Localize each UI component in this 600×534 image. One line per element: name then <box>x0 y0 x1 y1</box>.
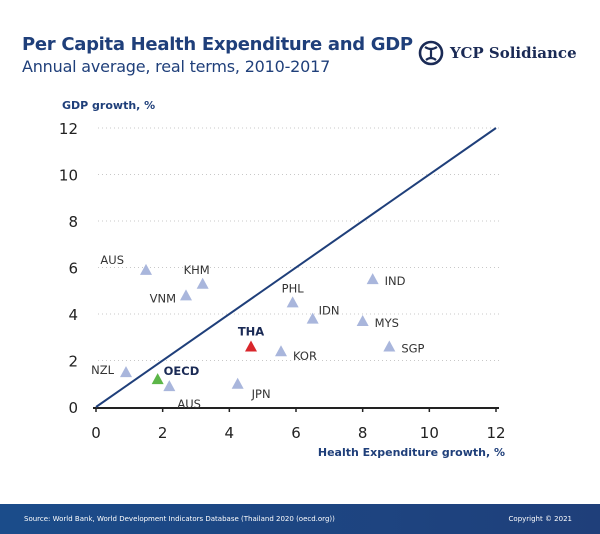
source-note: Source: World Bank, World Development In… <box>24 515 335 523</box>
data-point-khm <box>196 277 209 289</box>
y-axis-label: GDP growth, % <box>62 99 155 112</box>
data-point-oecd <box>151 373 164 385</box>
y-tick-label: 4 <box>68 306 78 324</box>
data-point-ind <box>366 273 379 285</box>
x-tick-label: 4 <box>225 424 235 442</box>
data-label: IND <box>385 274 406 288</box>
x-axis-label: Health Expenditure growth, % <box>318 446 505 459</box>
x-tick-label: 0 <box>91 424 101 442</box>
x-tick-label: 12 <box>486 424 505 442</box>
data-label: PHL <box>282 281 305 295</box>
logo: YCP Solidiance <box>418 40 577 66</box>
reference-line <box>95 127 497 408</box>
chart-subtitle: Annual average, real terms, 2010-2017 <box>22 57 331 76</box>
y-tick-label: 0 <box>68 399 78 417</box>
logo-text: YCP Solidiance <box>450 44 577 62</box>
chart-title: Per Capita Health Expenditure and GDP <box>22 34 413 55</box>
data-label: KHM <box>184 263 210 277</box>
copyright: Copyright © 2021 <box>508 515 572 523</box>
data-point-jpn <box>231 377 244 389</box>
x-tick-label: 8 <box>358 424 368 442</box>
x-tick-label: 2 <box>158 424 168 442</box>
data-point-mys <box>356 314 369 326</box>
scatter-chart: 0 2 4 6 8 10 12 0 2 4 6 8 10 12 GDP growth, % Health Ex… <box>59 99 506 459</box>
data-label: IDN <box>319 304 340 318</box>
data-point-vnm <box>180 289 192 301</box>
y-tick-label: 2 <box>68 353 78 371</box>
y-tick-label: 6 <box>68 260 78 278</box>
footer: Source: World Bank, World Development In… <box>0 504 600 534</box>
data-label: OECD <box>164 364 200 378</box>
data-point-aus <box>163 380 176 392</box>
data-point-aus <box>140 263 152 275</box>
data-point-kor <box>275 345 287 357</box>
data-point-tha <box>245 340 257 352</box>
data-point-phl <box>286 296 299 308</box>
data-label: THA <box>238 325 264 339</box>
data-label: NZL <box>91 363 114 377</box>
data-point-nzl <box>120 366 132 378</box>
data-point-sgp <box>383 340 396 352</box>
data-label: SGP <box>401 342 424 356</box>
data-label: JPN <box>251 387 271 401</box>
x-tick-label: 10 <box>420 424 439 442</box>
data-label: VNM <box>150 291 176 305</box>
data-label: AUS <box>177 397 201 411</box>
y-tick-label: 10 <box>59 167 78 185</box>
y-tick-label: 8 <box>68 213 78 231</box>
y-tick-label: 12 <box>59 120 78 138</box>
data-label: KOR <box>293 349 317 363</box>
data-label: MYS <box>375 316 399 330</box>
x-tick-label: 6 <box>291 424 301 442</box>
data-label: AUS <box>100 253 124 267</box>
ycp-emblem-icon <box>418 40 444 66</box>
data-point-idn <box>306 312 319 324</box>
